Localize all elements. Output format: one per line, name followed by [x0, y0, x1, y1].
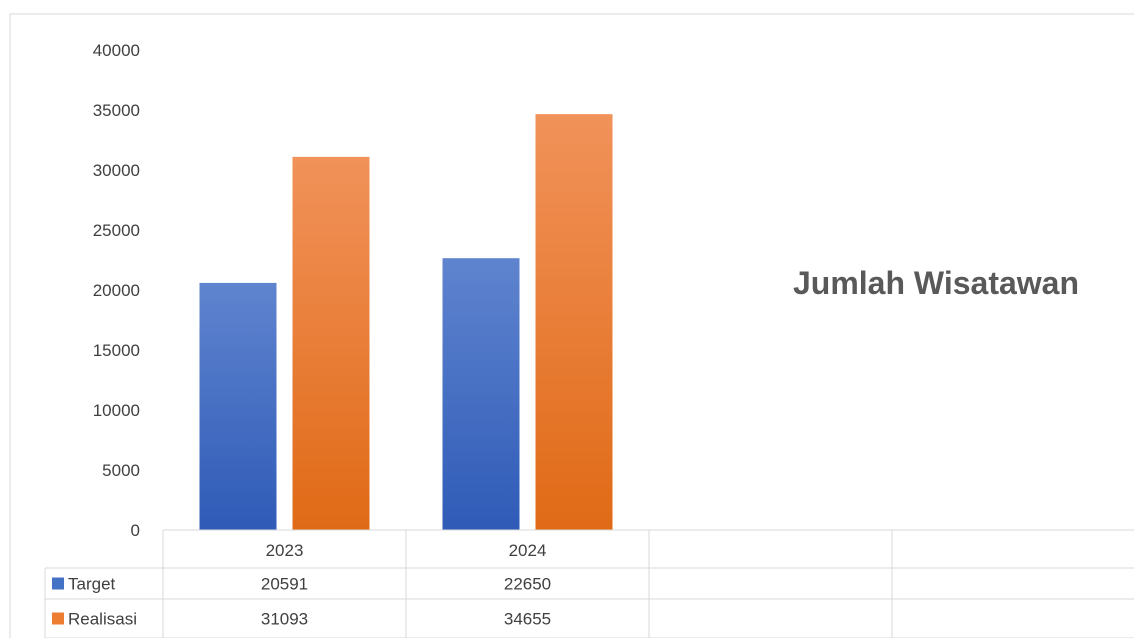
plot-area: [199, 114, 613, 530]
bar-realisasi-2023: [292, 156, 370, 530]
y-tick-label: 5000: [102, 461, 140, 480]
chart-frame: [9, 13, 1134, 638]
legend-key-realisasi: [52, 612, 64, 625]
y-tick-label: 25000: [93, 221, 140, 240]
y-tick-label: 40000: [93, 41, 140, 60]
data-label-realisasi: 34655: [504, 610, 551, 629]
y-tick-label: 20000: [93, 281, 140, 300]
y-tick-label: 35000: [93, 101, 140, 120]
bar-target-2023: [199, 282, 277, 530]
legend-key-target: [52, 577, 64, 590]
x-tick-label: 2023: [266, 541, 304, 560]
data-table: 2023 2024 Target 20591 22650 Realisasi 31093 34…: [44, 529, 1134, 638]
y-tick-label: 30000: [93, 161, 140, 180]
bar-realisasi-2024: [535, 114, 613, 530]
x-tick-label: 2024: [509, 541, 547, 560]
chart-title: Jumlah Wisatawan: [793, 265, 1079, 301]
data-label-realisasi: 31093: [261, 610, 308, 629]
bar-target-2024: [442, 258, 520, 530]
y-axis: 0 5000 10000 15000 20000 25000 30000 35000 40000: [93, 41, 140, 540]
legend-label-realisasi: Realisasi: [68, 610, 137, 629]
data-label-target: 20591: [261, 575, 308, 594]
y-tick-label: 0: [131, 521, 140, 540]
legend-label-target: Target: [68, 575, 116, 594]
data-label-target: 22650: [504, 575, 551, 594]
y-tick-label: 10000: [93, 401, 140, 420]
y-tick-label: 15000: [93, 341, 140, 360]
